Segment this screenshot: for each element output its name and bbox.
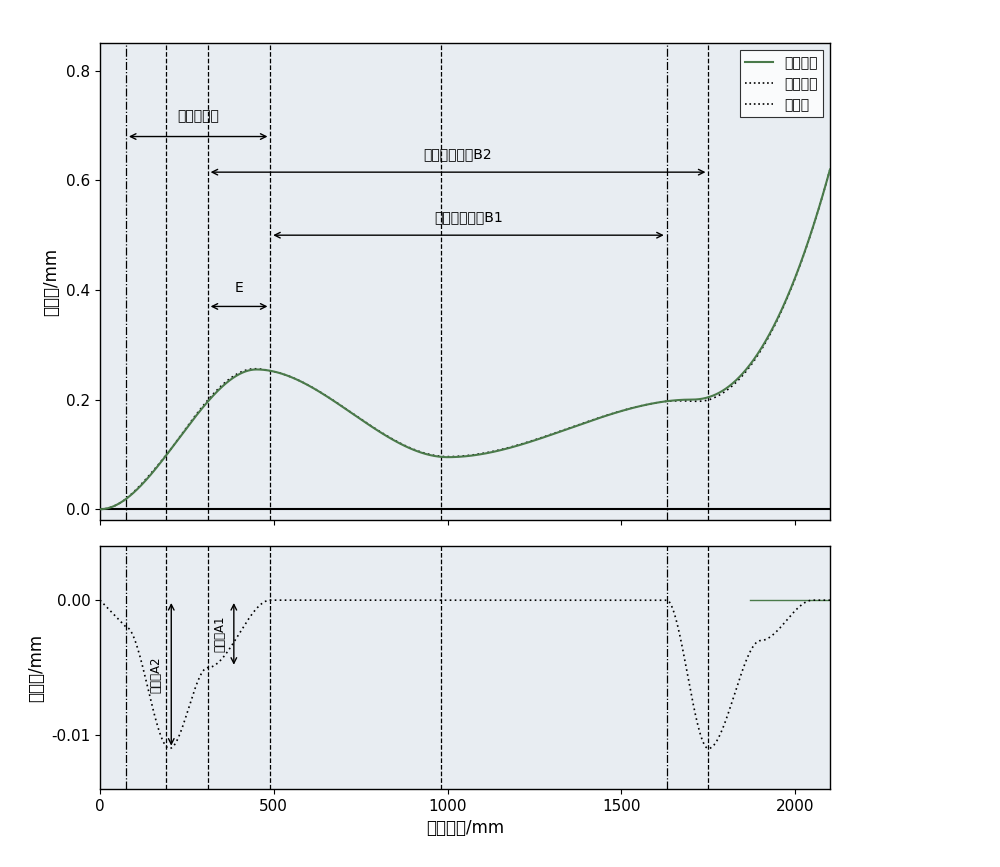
三次曲线 xyxy=(765,326,777,336)
三次曲线 xyxy=(401,441,413,452)
Line: 设计辗形: 设计辗形 xyxy=(100,169,830,509)
设计辗形 xyxy=(624,403,636,414)
Text: 常轧带锂宽度B1: 常轧带锂宽度B1 xyxy=(434,210,503,225)
Text: 边部调节区: 边部调节区 xyxy=(177,109,219,123)
三次曲线 xyxy=(802,238,814,249)
设计辗形 xyxy=(441,452,453,462)
Y-axis label: 辗形值/mm: 辗形值/mm xyxy=(42,248,60,316)
设计辗形 xyxy=(802,238,814,249)
Y-axis label: 补偿值/mm: 补偿值/mm xyxy=(27,634,45,701)
三次曲线 xyxy=(441,452,453,462)
三次曲线 xyxy=(94,504,106,514)
Text: 补偿量A1: 补偿量A1 xyxy=(213,616,226,652)
三次曲线 xyxy=(407,444,419,454)
设计辗形 xyxy=(824,164,836,174)
三次曲线 xyxy=(624,403,636,414)
设计辗形 xyxy=(407,444,419,454)
X-axis label: 辗身位置/mm: 辗身位置/mm xyxy=(426,819,504,838)
Text: 常轧带锂宽度B2: 常轧带锂宽度B2 xyxy=(424,147,492,161)
设计辗形 xyxy=(765,327,777,337)
Text: 补偿量A2: 补偿量A2 xyxy=(149,656,162,693)
三次曲线 xyxy=(824,164,836,174)
设计辗形 xyxy=(401,441,413,452)
Legend: 三次曲线, 设计辗形, 补偿值: 三次曲线, 设计辗形, 补偿值 xyxy=(740,50,823,117)
设计辗形 xyxy=(94,504,106,514)
Text: E: E xyxy=(235,282,243,296)
Line: 三次曲线: 三次曲线 xyxy=(100,169,830,509)
